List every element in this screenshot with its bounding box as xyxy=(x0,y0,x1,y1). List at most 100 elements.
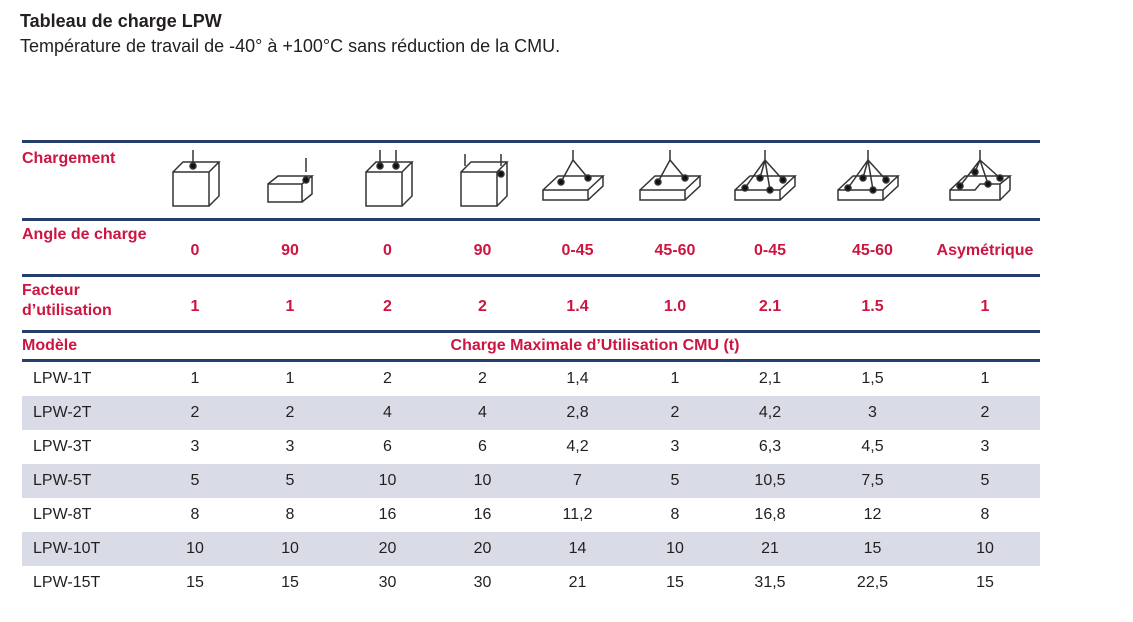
cmu-label: Charge Maximale d’Utilisation CMU (t) xyxy=(150,330,1040,361)
cmu-cell: 8 xyxy=(670,506,680,523)
cmu-cell: 21 xyxy=(568,574,587,591)
cmu-cell: 10,5 xyxy=(725,464,815,498)
cmu-cell: 1 xyxy=(625,359,725,396)
angle-cell: 45-60 xyxy=(625,218,725,276)
model-header-row: Modèle Charge Maximale d’Utilisation CMU … xyxy=(22,330,1040,361)
factor-cell: 2 xyxy=(435,274,530,332)
box-single-side-lift-icon xyxy=(240,140,340,220)
cmu-cell: 15 xyxy=(666,574,684,591)
cmu-cell: 1,5 xyxy=(815,359,930,396)
cmu-cell: 2,8 xyxy=(530,396,625,430)
cmu-cell: 31,5 xyxy=(754,574,786,591)
cmu-cell: 12 xyxy=(863,506,882,523)
cmu-cell: 10 xyxy=(150,532,240,566)
page-subtitle: Température de travail de -40° à +100°C … xyxy=(20,36,561,56)
angle-cell: 0 xyxy=(150,218,240,276)
cmu-cell: 4 xyxy=(435,396,530,430)
model-cell: LPW-8T xyxy=(33,506,92,523)
cmu-cell: 15 xyxy=(815,532,930,566)
model-label: Modèle xyxy=(22,330,150,361)
box-single-top-lift-icon xyxy=(150,140,240,220)
model-cell: LPW-15T xyxy=(33,574,101,591)
table-row: LPW-5T 5 5 10 10 7 5 10,5 7,5 5 xyxy=(22,464,1040,498)
factor-cell: 2 xyxy=(340,274,435,332)
cmu-cell: 5 xyxy=(930,464,1040,498)
cmu-cell: 10 xyxy=(240,532,340,566)
model-cell: LPW-3T xyxy=(33,438,92,455)
cmu-cell: 1 xyxy=(240,359,340,396)
cmu-cell: 5 xyxy=(240,464,340,498)
cmu-cell: 10 xyxy=(340,464,435,498)
table-row: LPW-2T 2 2 4 4 2,8 2 4,2 3 2 xyxy=(22,396,1040,430)
angle-cell: 90 xyxy=(435,218,530,276)
angle-cell: 0-45 xyxy=(530,218,625,276)
model-cell: LPW-5T xyxy=(22,464,150,498)
angle-cell: 90 xyxy=(240,218,340,276)
factor-cell: 1.0 xyxy=(625,274,725,332)
model-cell: LPW-1T xyxy=(22,359,150,396)
table-row: LPW-15T 15 15 30 30 21 15 31,5 22,5 15 xyxy=(22,566,1040,600)
cmu-cell: 1 xyxy=(930,359,1040,396)
angle-cell: 0 xyxy=(340,218,435,276)
factor-cell: 1 xyxy=(150,274,240,332)
factor-cell: 1.5 xyxy=(815,274,930,332)
cmu-cell: 8 xyxy=(980,506,990,523)
cmu-cell: 6 xyxy=(478,438,487,455)
plate-two-leg-sling-icon xyxy=(625,140,725,220)
cmu-cell: 1,4 xyxy=(530,359,625,396)
cmu-cell: 8 xyxy=(190,506,200,523)
cmu-cell: 2,1 xyxy=(725,359,815,396)
cmu-cell: 3 xyxy=(190,438,200,455)
cmu-cell: 2 xyxy=(340,359,435,396)
cmu-cell: 5 xyxy=(625,464,725,498)
cmu-cell: 6 xyxy=(383,438,392,455)
cmu-cell: 14 xyxy=(530,532,625,566)
cmu-cell: 30 xyxy=(378,574,397,591)
cmu-cell: 3 xyxy=(815,396,930,430)
box-two-side-lifts-icon xyxy=(435,140,530,220)
cmu-cell: 2 xyxy=(150,396,240,430)
angle-cell: 45-60 xyxy=(815,218,930,276)
cmu-cell: 16 xyxy=(473,506,492,523)
cmu-cell: 15 xyxy=(186,574,204,591)
cmu-cell: 30 xyxy=(473,574,492,591)
plate-two-leg-sling-icon xyxy=(530,140,625,220)
model-cell: LPW-10T xyxy=(22,532,150,566)
cmu-cell: 16 xyxy=(378,506,397,523)
cmu-cell: 5 xyxy=(150,464,240,498)
page-title: Tableau de charge LPW xyxy=(20,11,222,31)
cmu-cell: 3 xyxy=(285,438,295,455)
factor-cell: 1.4 xyxy=(530,274,625,332)
cmu-cell: 10 xyxy=(435,464,530,498)
cmu-cell: 7 xyxy=(530,464,625,498)
cmu-cell: 4,2 xyxy=(566,438,589,455)
cmu-cell: 22,5 xyxy=(856,574,889,591)
cmu-cell: 2 xyxy=(930,396,1040,430)
model-cell: LPW-2T xyxy=(22,396,150,430)
cmu-cell: 2 xyxy=(240,396,340,430)
stepped-plate-asymmetric-sling-icon xyxy=(930,140,1040,220)
cmu-cell: 4 xyxy=(340,396,435,430)
cmu-cell: 4,5 xyxy=(861,438,884,455)
cmu-cell: 3 xyxy=(980,438,990,455)
factor-label: Facteur d’utilisation xyxy=(22,274,150,332)
cmu-cell: 7,5 xyxy=(815,464,930,498)
cmu-cell: 16,8 xyxy=(754,506,786,523)
table-row: LPW-3T 3 3 6 6 4,2 3 6,3 4,5 3 xyxy=(22,430,1040,464)
cmu-cell: 11,2 xyxy=(562,506,593,523)
angle-cell: Asymétrique xyxy=(930,218,1040,276)
cmu-cell: 2 xyxy=(625,396,725,430)
table-row: LPW-10T 10 10 20 20 14 10 21 15 10 xyxy=(22,532,1040,566)
cmu-cell: 15 xyxy=(281,574,299,591)
factor-row: Facteur d’utilisation 1 1 2 2 1.4 1.0 2.1 1.5 1 xyxy=(22,274,1040,332)
cmu-cell: 1 xyxy=(150,359,240,396)
cmu-cell: 8 xyxy=(285,506,295,523)
cmu-cell: 10 xyxy=(625,532,725,566)
cmu-cell: 20 xyxy=(435,532,530,566)
load-table: Chargement Angle de charge 0 90 0 90 0-45 45-60… xyxy=(22,140,1040,600)
cmu-cell: 4,2 xyxy=(725,396,815,430)
plate-four-leg-sling-icon xyxy=(725,140,815,220)
cmu-cell: 2 xyxy=(435,359,530,396)
cmu-cell: 21 xyxy=(725,532,815,566)
angle-label: Angle de charge xyxy=(22,218,150,276)
